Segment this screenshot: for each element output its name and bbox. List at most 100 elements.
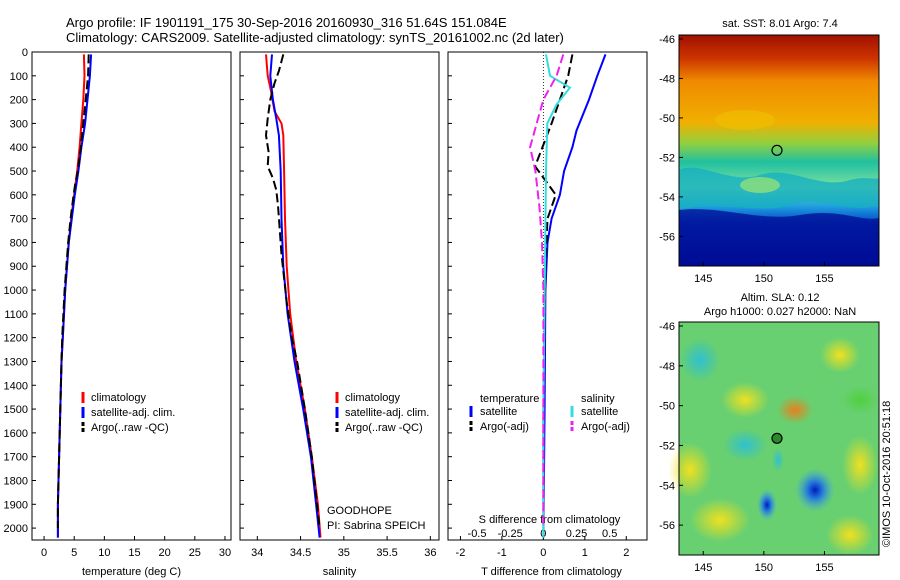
sla-low-anomaly: [680, 338, 720, 382]
float-pi-label: PI: Sabrina SPEICH: [327, 520, 425, 532]
map-y-tick-label: -54: [659, 192, 675, 204]
map-y-tick-label: -48: [659, 73, 675, 85]
figure-title-line1: Argo profile: IF 1901191_175 30-Sep-2016…: [66, 15, 507, 30]
x-tick-label: 35.5: [376, 547, 397, 559]
map-x-tick-label: 155: [815, 273, 833, 285]
depth-tick-label: 300: [10, 118, 28, 130]
plot-frame: [31, 51, 232, 541]
depth-tick-label: 900: [10, 261, 28, 273]
sla-high-anomaly: [842, 435, 878, 495]
depth-tick-label: 1900: [4, 499, 28, 511]
depth-tick-label: 1400: [4, 380, 28, 392]
depth-tick-label: 800: [10, 237, 28, 249]
depth-tick-label: 100: [10, 71, 28, 83]
figure-title-line2: Climatology: CARS2009. Satellite-adjuste…: [66, 30, 564, 45]
sst-warm-eddy: [740, 177, 780, 193]
top-tick-label: -0.5: [468, 528, 487, 540]
x-tick-label: 10: [98, 547, 110, 559]
x-axis-label: salinity: [323, 566, 357, 578]
series-line-salinity-satellite: [542, 54, 572, 538]
top-tick-label: -0.25: [498, 528, 523, 540]
temperature-panel: 0 100 200 300 400 500 600 700 800 900 1000 1100 1200…: [4, 47, 232, 578]
series-line-salinity-argo: [529, 54, 565, 529]
depth-tick-label: 1700: [4, 452, 28, 464]
imos-credit: ©IMOS 10-Oct-2016 20:51:18: [881, 400, 893, 547]
sla-map-title-line2: Argo h1000: 0.027 h2000: NaN: [704, 306, 856, 318]
x-tick-label: 15: [128, 547, 140, 559]
depth-tick-label: 400: [10, 142, 28, 154]
x-axis-label: temperature (deg C): [82, 566, 181, 578]
x-axis-label: T difference from climatology: [481, 566, 622, 578]
x-tick-label: 25: [189, 547, 201, 559]
sst-front-band: [679, 167, 879, 210]
sla-high-anomaly: [826, 515, 874, 555]
map-y-tick-label: -48: [659, 361, 675, 373]
map-x-tick-label: 145: [694, 273, 712, 285]
sst-map-ticks: 145 150 155 -46 -48 -50 -52 -54 -56: [659, 34, 834, 285]
difference-panel: -2 -1 0 1 2T difference from climatology -0.5…: [447, 51, 648, 578]
map-y-tick-label: -46: [659, 321, 675, 333]
sst-argo-location-marker: [771, 144, 783, 156]
map-x-tick-label: 155: [815, 562, 833, 574]
sst-map-frame: [678, 34, 880, 267]
x-tick-label: 35: [338, 547, 350, 559]
legend-header-temperature: temperature: [480, 393, 539, 405]
sst-map-title: sat. SST: 8.01 Argo: 7.4: [722, 18, 838, 30]
depth-tick-label: 1100: [4, 309, 28, 321]
x-tick-label: 30: [219, 547, 231, 559]
legend-label: climatology: [345, 392, 401, 404]
series-line-satellite: [269, 54, 321, 538]
x-tick-label: 1: [582, 547, 588, 559]
sla-high-anomaly: [721, 382, 769, 418]
map-y-tick-label: -56: [659, 520, 675, 532]
x-tick-label: 34.5: [290, 547, 311, 559]
legend-header-salinity: salinity: [581, 393, 615, 405]
salinity-panel: 34 34.5 35 35.5 36 salinity climatology satelli…: [239, 51, 440, 578]
plot-frame: [239, 51, 440, 541]
x-tick-label: 34: [251, 547, 263, 559]
x-tick-label: -1: [497, 547, 507, 559]
sla-low-anomaly: [772, 448, 784, 472]
sst-map-panel: sat. SST: 8.01 Argo: 7.4 145 150 155 -46 -48…: [659, 18, 880, 285]
legend-label: climatology: [91, 392, 147, 404]
x-tick-label: 0: [540, 547, 546, 559]
legend-label: satellite: [480, 406, 517, 418]
map-x-tick-label: 150: [755, 562, 773, 574]
legend-label: satellite-adj. clim.: [345, 407, 429, 419]
sla-high-anomaly: [690, 498, 750, 542]
x-tick-label: 5: [71, 547, 77, 559]
depth-tick-label: 600: [10, 190, 28, 202]
depth-tick-label: 200: [10, 95, 28, 107]
map-y-tick-label: -52: [659, 440, 675, 452]
sla-low-anomaly: [723, 429, 767, 461]
sla-map-frame: [678, 321, 880, 556]
x-tick-label: 20: [159, 547, 171, 559]
map-y-tick-label: -46: [659, 34, 675, 46]
sla-high-anomaly: [777, 396, 813, 424]
x-tick-label: 36: [424, 547, 436, 559]
sla-map-title-line1: Altim. SLA: 0.12: [741, 292, 820, 304]
top-axis-label: S difference from climatology: [479, 514, 621, 526]
depth-tick-label: 1500: [4, 404, 28, 416]
depth-tick-label: 1800: [4, 475, 28, 487]
legend-label: Argo(-adj): [480, 421, 529, 433]
float-program-label: GOODHOPE: [327, 505, 392, 517]
x-tick-label: 0: [41, 547, 47, 559]
map-y-tick-label: -52: [659, 152, 675, 164]
sla-argo-location-marker: [771, 432, 783, 444]
top-tick-label: 0.5: [602, 528, 617, 540]
depth-tick-label: 500: [10, 166, 28, 178]
map-x-tick-label: 150: [755, 273, 773, 285]
series-line-argo: [264, 54, 321, 529]
sst-warm-patch: [715, 110, 775, 130]
x-tick-label: -2: [456, 547, 466, 559]
depth-tick-label: 700: [10, 214, 28, 226]
depth-tick-label: 1000: [4, 285, 28, 297]
x-tick-label: 2: [623, 547, 629, 559]
sla-high-anomaly: [820, 337, 860, 373]
depth-tick-label: 1200: [4, 333, 28, 345]
map-x-tick-label: 145: [694, 562, 712, 574]
sst-cold-region: [679, 209, 879, 266]
depth-tick-label: 1300: [4, 356, 28, 368]
